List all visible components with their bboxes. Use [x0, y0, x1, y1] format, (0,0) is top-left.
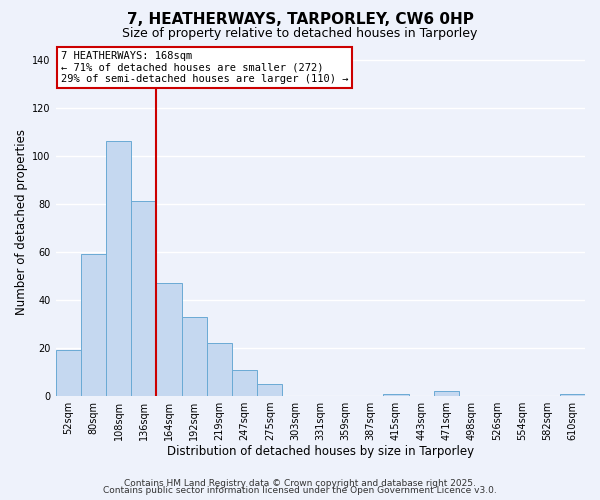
Bar	[383, 394, 409, 396]
Text: Contains public sector information licensed under the Open Government Licence v3: Contains public sector information licen…	[103, 486, 497, 495]
Bar	[232, 370, 257, 396]
Bar	[257, 384, 283, 396]
Bar	[81, 254, 106, 396]
Bar	[106, 141, 131, 396]
Y-axis label: Number of detached properties: Number of detached properties	[15, 128, 28, 314]
Text: 7, HEATHERWAYS, TARPORLEY, CW6 0HP: 7, HEATHERWAYS, TARPORLEY, CW6 0HP	[127, 12, 473, 28]
Bar	[182, 316, 207, 396]
Bar	[207, 343, 232, 396]
Text: Contains HM Land Registry data © Crown copyright and database right 2025.: Contains HM Land Registry data © Crown c…	[124, 478, 476, 488]
Bar	[434, 391, 459, 396]
Bar	[560, 394, 585, 396]
Text: 7 HEATHERWAYS: 168sqm
← 71% of detached houses are smaller (272)
29% of semi-det: 7 HEATHERWAYS: 168sqm ← 71% of detached …	[61, 51, 349, 84]
Text: Size of property relative to detached houses in Tarporley: Size of property relative to detached ho…	[122, 28, 478, 40]
Bar	[131, 202, 157, 396]
Bar	[157, 283, 182, 396]
Bar	[56, 350, 81, 396]
X-axis label: Distribution of detached houses by size in Tarporley: Distribution of detached houses by size …	[167, 444, 474, 458]
